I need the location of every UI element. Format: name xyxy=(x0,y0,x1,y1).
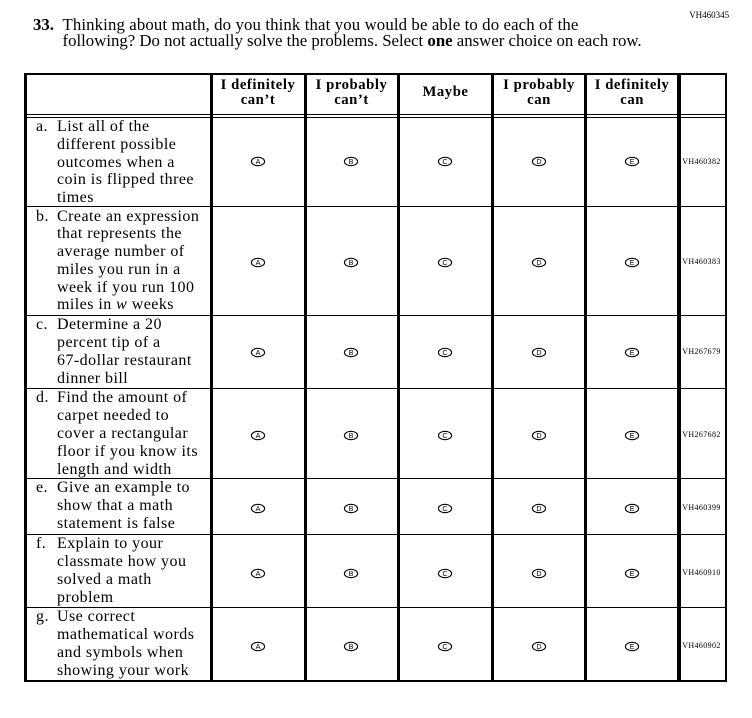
svg-text:D: D xyxy=(536,569,541,578)
svg-text:B: B xyxy=(349,258,354,267)
svg-text:A: A xyxy=(256,569,261,578)
svg-text:D: D xyxy=(536,348,541,357)
svg-text:D: D xyxy=(536,504,541,513)
svg-text:E: E xyxy=(630,431,635,440)
svg-text:B: B xyxy=(349,157,354,166)
svg-text:A: A xyxy=(256,258,261,267)
svg-text:E: E xyxy=(630,569,635,578)
svg-text:E: E xyxy=(630,258,635,267)
svg-text:D: D xyxy=(536,157,541,166)
svg-text:E: E xyxy=(630,642,635,651)
svg-text:A: A xyxy=(256,504,261,513)
svg-text:C: C xyxy=(443,431,448,440)
svg-text:E: E xyxy=(630,157,635,166)
svg-text:B: B xyxy=(349,642,354,651)
svg-text:B: B xyxy=(349,569,354,578)
svg-text:C: C xyxy=(443,569,448,578)
svg-text:A: A xyxy=(256,642,261,651)
svg-text:E: E xyxy=(630,504,635,513)
svg-text:C: C xyxy=(443,258,448,267)
svg-text:A: A xyxy=(256,348,261,357)
svg-text:E: E xyxy=(630,348,635,357)
svg-text:D: D xyxy=(536,431,541,440)
svg-text:A: A xyxy=(256,157,261,166)
svg-text:C: C xyxy=(443,504,448,513)
svg-text:B: B xyxy=(349,504,354,513)
svg-text:C: C xyxy=(443,642,448,651)
svg-text:B: B xyxy=(349,348,354,357)
svg-text:C: C xyxy=(443,157,448,166)
svg-text:D: D xyxy=(536,642,541,651)
svg-text:A: A xyxy=(256,431,261,440)
svg-text:C: C xyxy=(443,348,448,357)
svg-text:D: D xyxy=(536,258,541,267)
svg-text:B: B xyxy=(349,431,354,440)
